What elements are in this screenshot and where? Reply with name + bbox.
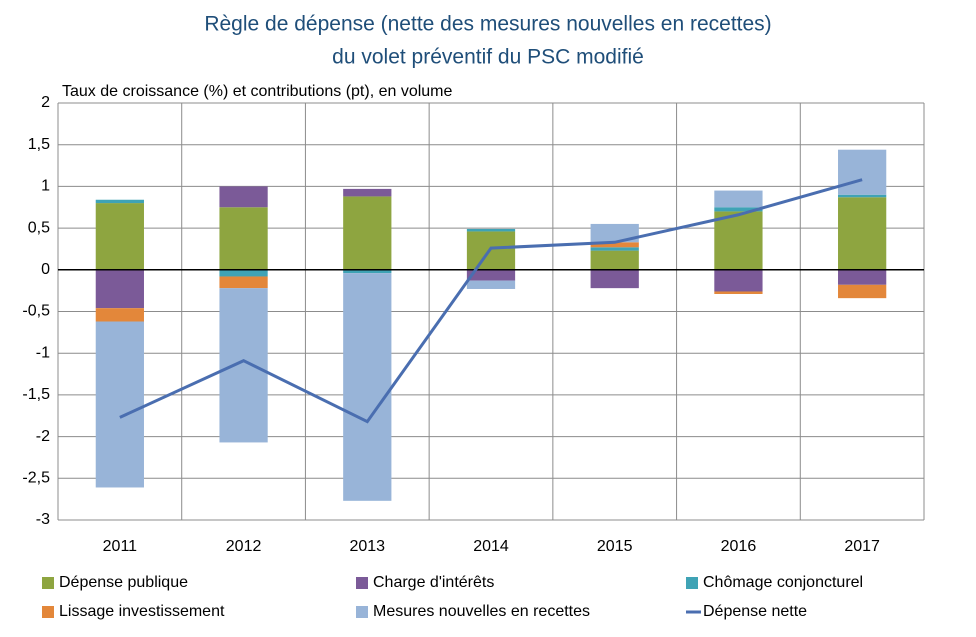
bar-segment [838,149,887,195]
legend-label: Charge d'intérêts [373,574,494,591]
y-tick-label: -0,5 [22,303,50,320]
bar-segment [219,276,268,289]
y-tick-label: -1,5 [22,386,50,403]
y-tick-label: -1 [36,344,50,361]
y-tick-label: -2,5 [22,470,50,487]
bar-segment [343,273,392,501]
legend-swatch [356,606,368,618]
bar-segment [466,228,516,232]
bar-segment [95,321,144,488]
chart-subtitle: du volet préventif du PSC modifié [332,46,644,69]
x-tick-label: 2012 [226,538,262,555]
legend-label: Dépense publique [59,574,188,591]
bar-segment [95,203,144,270]
legend-swatch [42,606,54,618]
legend-label: Lissage investissement [59,603,225,620]
bar-segment [590,247,639,251]
y-tick-label: 1 [41,178,50,195]
bar-segment [95,308,144,322]
bar-segment [219,207,268,270]
x-tick-label: 2013 [349,538,385,555]
bar-segment [714,190,763,208]
y-axis-label: Taux de croissance (%) et contributions … [62,83,453,100]
bar-segment [714,291,763,294]
line-series [119,178,863,424]
y-tick-label: 0,5 [28,219,50,236]
bar-segment [838,197,887,270]
legend-swatch [686,577,698,589]
x-tick-label: 2011 [103,538,138,555]
bar-segment [219,288,268,443]
x-tick-label: 2017 [844,538,880,555]
bar-segment [219,186,268,208]
bar-segment [838,194,887,198]
legend-label: Mesures nouvelles en recettes [373,603,590,620]
bar-segment [343,188,392,197]
bar-segment [343,196,392,270]
y-tick-label: -3 [36,511,50,528]
bar-segment [590,223,639,243]
x-tick-label: 2015 [597,538,633,555]
y-tick-label: -2 [36,428,50,445]
bar-segment [714,207,763,212]
bar-segment [714,269,763,292]
legend-swatch [42,577,54,589]
legend-swatch [356,577,368,589]
bar-segment [590,269,639,289]
bar-segment [466,269,516,281]
bar-segment [714,211,763,270]
legend-label: Chômage conjoncturel [703,574,863,591]
chart-title: Règle de dépense (nette des mesures nouv… [204,13,771,36]
bar-segment [838,269,887,285]
x-tick-label: 2016 [721,538,757,555]
bar-segment [219,269,268,277]
bar-segment [838,284,887,299]
bar-segment [95,199,144,204]
bar-segment [343,269,392,274]
bar-segment [466,280,516,289]
bar-segment [95,269,144,309]
bar-segment [590,242,639,248]
x-tick-label: 2014 [473,538,509,555]
bar-segment [590,250,639,270]
y-tick-label: 0 [41,261,50,278]
legend-label: Dépense nette [703,603,807,620]
y-tick-label: 1,5 [28,136,50,153]
y-tick-label: 2 [41,94,50,111]
